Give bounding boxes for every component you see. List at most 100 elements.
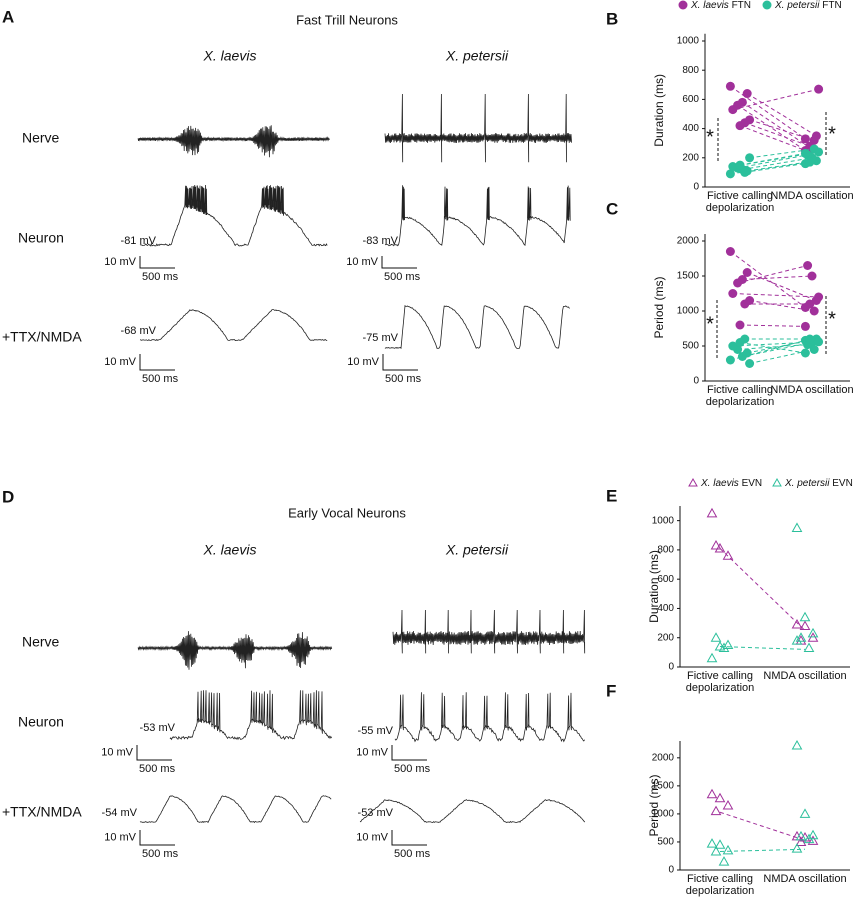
data-point — [740, 299, 750, 309]
y-tick-label: 400 — [657, 603, 674, 614]
row-label: Nerve — [22, 130, 60, 146]
pair-line — [732, 341, 819, 347]
y-tick-label: 1500 — [652, 781, 675, 792]
data-point — [735, 338, 745, 347]
y-tick-label: 500 — [657, 837, 674, 848]
data-point — [742, 89, 752, 99]
data-point — [710, 805, 722, 816]
data-point — [725, 169, 735, 179]
data-point — [814, 292, 824, 302]
data-point — [737, 352, 747, 361]
trace — [384, 185, 571, 247]
x-tick-label: NMDA oscillation — [770, 384, 854, 396]
section-title: Early Vocal Neurons — [288, 505, 406, 520]
species-label: X. laevis — [203, 48, 257, 64]
scale-bar-voltage: 10 mV — [104, 256, 136, 268]
data-point — [728, 341, 738, 351]
legend-marker — [762, 0, 772, 10]
data-point — [809, 144, 819, 154]
data-point — [807, 835, 819, 845]
panel-letter: D — [2, 487, 14, 506]
legend-label: X. laevis EVN — [700, 478, 762, 489]
data-point — [710, 632, 722, 642]
data-point — [803, 833, 815, 844]
significance-mark: * — [706, 126, 714, 148]
data-point — [803, 261, 813, 270]
scale-bar-voltage: 10 mV — [356, 746, 388, 758]
data-point — [745, 359, 755, 368]
data-point — [725, 355, 735, 365]
pair-line — [732, 88, 819, 111]
y-tick-label: 800 — [657, 545, 674, 556]
scale-bar-time: 500 ms — [142, 271, 179, 283]
row-label: +TTX/NMDA — [2, 329, 82, 345]
data-point — [791, 522, 803, 532]
y-tick-label: 600 — [657, 574, 674, 585]
panel-letter: C — [606, 199, 618, 218]
data-point — [800, 148, 810, 158]
data-point — [800, 321, 810, 331]
data-point — [795, 830, 807, 841]
y-axis-label: Duration (ms) — [647, 550, 661, 623]
x-tick-label: Fictive calling depolarization — [705, 384, 775, 408]
data-point — [725, 81, 735, 91]
scale-bar — [391, 745, 427, 761]
resting-potential: -83 mV — [363, 235, 399, 247]
data-point — [800, 348, 810, 358]
scale-bar-time: 500 ms — [394, 763, 431, 775]
data-point — [807, 829, 819, 840]
pair-line — [739, 125, 806, 151]
data-point — [795, 836, 807, 846]
scale-bar-time: 500 ms — [385, 373, 422, 385]
data-point — [733, 278, 743, 288]
data-point — [735, 320, 745, 330]
y-tick-label: 1000 — [677, 306, 700, 317]
data-point — [807, 627, 819, 638]
resting-potential: -68 mV — [121, 325, 157, 337]
species-label: X. petersii — [445, 542, 509, 558]
data-point — [814, 84, 824, 94]
resting-potential: -53 mV — [140, 722, 176, 734]
pair-line — [747, 272, 817, 301]
pair-line — [737, 344, 808, 350]
significance-mark: * — [828, 123, 836, 145]
data-point — [745, 153, 755, 163]
legend-marker — [772, 477, 782, 487]
legend-marker — [688, 477, 698, 487]
data-point — [722, 639, 734, 650]
data-point — [728, 289, 738, 298]
panel-letter: F — [606, 681, 616, 700]
y-tick-label: 1500 — [677, 271, 700, 282]
panel-letter: E — [606, 486, 617, 505]
data-point — [807, 271, 817, 281]
pair-line — [742, 275, 813, 280]
species-label: X. petersii — [445, 48, 509, 64]
scale-bar-time: 500 ms — [384, 271, 421, 283]
pair-line — [739, 324, 806, 327]
pair-line — [737, 154, 808, 169]
y-tick-label: 500 — [682, 341, 699, 352]
scale-bar-voltage: 10 mV — [101, 746, 133, 758]
mean-line — [719, 848, 806, 852]
y-tick-label: 200 — [657, 632, 674, 643]
pair-line — [730, 251, 806, 308]
data-point — [728, 162, 738, 172]
data-point — [706, 788, 718, 799]
data-point — [710, 845, 722, 856]
scale-bar — [381, 256, 417, 269]
data-point — [805, 334, 815, 344]
y-axis-label: Duration (ms) — [652, 74, 666, 147]
resting-potential: -54 mV — [102, 807, 138, 819]
significance-mark: * — [828, 308, 836, 330]
data-point — [718, 856, 730, 866]
data-point — [805, 299, 815, 309]
data-point — [799, 611, 811, 622]
legend-label: X. laevis FTN — [690, 0, 751, 11]
pair-line — [744, 161, 810, 173]
data-point — [742, 268, 752, 277]
x-tick-label: NMDA oscillation — [770, 190, 854, 202]
data-point — [725, 247, 735, 256]
data-point — [791, 635, 803, 645]
